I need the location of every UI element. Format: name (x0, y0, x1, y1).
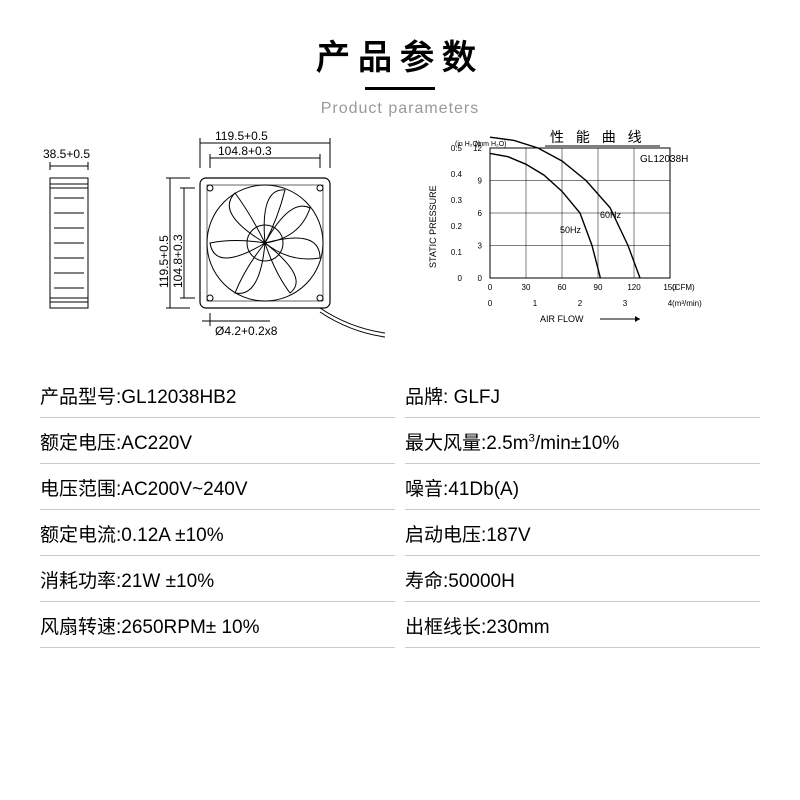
svg-text:0.2: 0.2 (451, 222, 463, 231)
spec-value: GL12038HB2 (121, 387, 236, 408)
spec-row: 最大风量:2.5m3/min±10% (405, 418, 760, 464)
spec-value: 2650RPM± 10% (121, 617, 259, 638)
spec-row: 电压范围:AC200V~240V (40, 464, 395, 510)
spec-row: 额定电流:0.12A ±10% (40, 510, 395, 556)
svg-text:30: 30 (522, 283, 531, 292)
diagrams-row: 38.5+0.5 (40, 128, 760, 358)
svg-text:6: 6 (478, 209, 483, 218)
spec-row: 噪音:41Db(A) (405, 464, 760, 510)
svg-text:50Hz: 50Hz (560, 225, 582, 235)
spec-label: 启动电压: (405, 525, 486, 546)
title-cn: 产品参数 (40, 30, 760, 79)
spec-value: AC200V~240V (121, 479, 247, 500)
spec-value: 2.5m3/min±10% (486, 433, 619, 454)
svg-text:60: 60 (558, 283, 567, 292)
spec-row: 额定电压:AC220V (40, 418, 395, 464)
spec-label: 风扇转速: (40, 617, 121, 638)
spec-label: 电压范围: (40, 479, 121, 500)
svg-text:60Hz: 60Hz (600, 210, 622, 220)
svg-text:(mm H₂O): (mm H₂O) (475, 141, 507, 148)
title-en: Product parameters (40, 100, 760, 118)
svg-text:1: 1 (533, 299, 538, 308)
dim-side-depth: 38.5+0.5 (43, 147, 90, 161)
spec-value: GLFJ (454, 387, 500, 408)
svg-text:2: 2 (578, 299, 583, 308)
spec-row: 产品型号:GL12038HB2 (40, 372, 395, 418)
svg-text:AIR FLOW: AIR FLOW (540, 314, 584, 324)
svg-text:0: 0 (488, 299, 493, 308)
dim-height-inner: 104.8+0.3 (171, 234, 185, 288)
svg-text:9: 9 (478, 177, 483, 186)
svg-text:0: 0 (488, 283, 493, 292)
spec-label: 额定电流: (40, 525, 121, 546)
dim-width-outer: 119.5+0.5 (215, 129, 268, 143)
spec-row: 消耗功率:21W ±10% (40, 556, 395, 602)
spec-label: 额定电压: (40, 433, 121, 454)
specs-table: 产品型号:GL12038HB2品牌: GLFJ额定电压:AC220V最大风量:2… (40, 372, 760, 648)
spec-label: 寿命: (405, 571, 448, 592)
svg-text:GL12038H: GL12038H (640, 154, 688, 165)
svg-text:性 能 曲 线: 性 能 曲 线 (550, 129, 646, 145)
spec-value: 230mm (486, 617, 549, 638)
svg-text:3: 3 (478, 242, 483, 251)
spec-value: 41Db(A) (448, 479, 519, 500)
spec-value: 50000H (448, 571, 515, 592)
spec-row: 出框线长:230mm (405, 602, 760, 648)
spec-row: 启动电压:187V (405, 510, 760, 556)
dim-width-inner: 104.8+0.3 (218, 144, 272, 158)
spec-label: 噪音: (405, 479, 448, 500)
spec-label: 产品型号: (40, 387, 121, 408)
svg-text:0.1: 0.1 (451, 248, 463, 257)
svg-text:(m³/min): (m³/min) (672, 299, 702, 308)
spec-row: 品牌: GLFJ (405, 372, 760, 418)
svg-text:(CFM): (CFM) (672, 283, 695, 292)
spec-row: 寿命:50000H (405, 556, 760, 602)
header: 产品参数 Product parameters (40, 30, 760, 118)
svg-text:0: 0 (478, 274, 483, 283)
dim-hole: Ø4.2+0.2x8 (215, 324, 278, 338)
spec-value: 0.12A ±10% (121, 525, 223, 546)
svg-text:120: 120 (627, 283, 641, 292)
svg-text:0: 0 (458, 274, 463, 283)
title-underline (365, 87, 435, 90)
spec-row: 风扇转速:2650RPM± 10% (40, 602, 395, 648)
svg-text:90: 90 (594, 283, 603, 292)
svg-text:3: 3 (623, 299, 628, 308)
spec-label: 最大风量: (405, 433, 486, 454)
dim-height-outer: 119.5+0.5 (157, 235, 171, 288)
performance-chart: 性 能 曲 线GL12038H03691200.10.20.30.40.5030… (420, 128, 710, 338)
spec-label: 出框线长: (405, 617, 486, 638)
spec-label: 品牌: (405, 387, 454, 408)
svg-text:0.3: 0.3 (451, 196, 463, 205)
svg-text:STATIC PRESSURE: STATIC PRESSURE (428, 185, 438, 268)
spec-value: AC220V (121, 433, 192, 454)
svg-text:0.4: 0.4 (451, 170, 463, 179)
spec-value: 187V (486, 525, 530, 546)
spec-label: 消耗功率: (40, 571, 121, 592)
spec-value: 21W ±10% (121, 571, 214, 592)
dimension-drawing: 38.5+0.5 (40, 128, 390, 348)
